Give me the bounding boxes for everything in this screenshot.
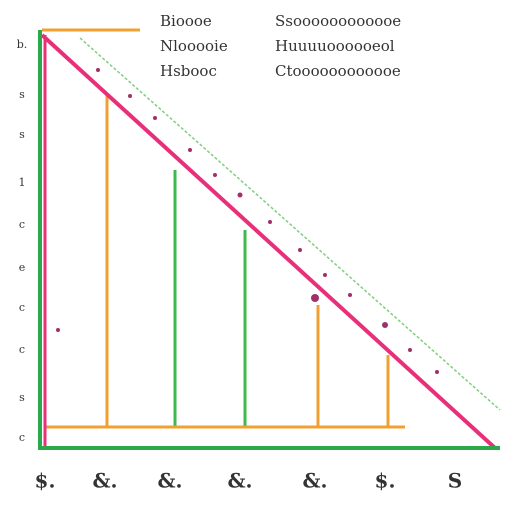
xtl: &. [92, 469, 117, 493]
dotted-line [79, 37, 501, 411]
xtl: &. [157, 469, 182, 493]
xtl: &. [227, 469, 252, 493]
xtl: &. [302, 469, 327, 493]
labels: Bioooe Nlooooie Hsbooc Ssoooooooooooe Huuuuo… [17, 12, 463, 493]
ytl: s [19, 88, 25, 101]
hdr: Bioooe [160, 12, 212, 30]
ytl: c [19, 431, 25, 444]
ytl: e [19, 261, 26, 274]
ytl: b. [17, 38, 28, 51]
xtl: $. [375, 469, 396, 493]
hdr: Nlooooie [160, 37, 228, 55]
xtl: S [448, 469, 462, 493]
ytl: s [19, 128, 25, 141]
hdr: Huuuuoooooeol [275, 37, 395, 55]
ytl: s [19, 391, 25, 404]
ytl: c [19, 343, 25, 356]
dots [56, 68, 439, 374]
hdr: Ssoooooooooooe [275, 12, 401, 30]
hdr: Hsbooc [160, 62, 217, 80]
ytl: c [19, 301, 25, 314]
diagonal [40, 33, 497, 450]
hdr: Ctoooooooooooe [275, 62, 401, 80]
ytl: c [19, 218, 25, 231]
xtl: $. [35, 469, 56, 493]
ytl: 1 [19, 176, 26, 189]
drawing [38, 28, 501, 450]
